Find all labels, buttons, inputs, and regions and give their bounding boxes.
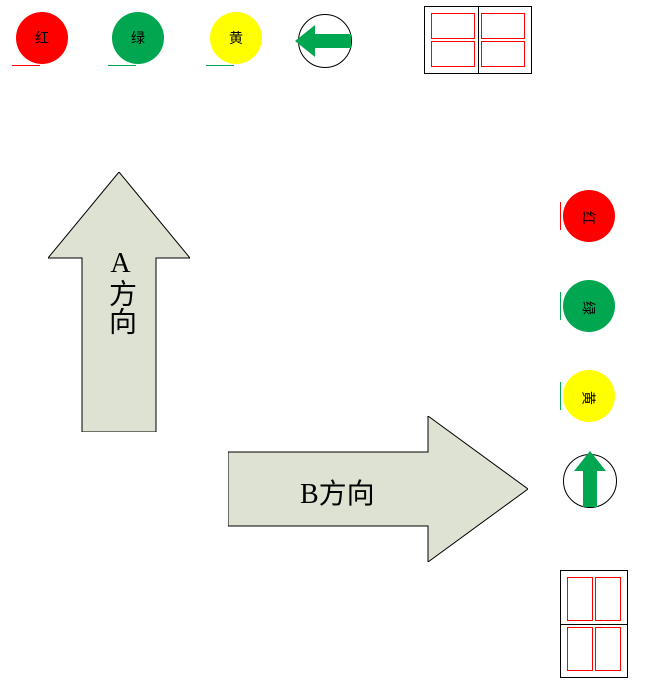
right-turn-circle — [563, 454, 617, 508]
right-light-red: 红 — [563, 190, 615, 242]
right-light-yellow-label: 黄 — [582, 386, 596, 406]
top-light-green-label: 绿 — [131, 28, 145, 48]
arrow-b — [228, 416, 528, 562]
top-turn-circle — [298, 14, 352, 68]
diagram-stage: 红 绿 黄 红 绿 黄 — [0, 0, 660, 682]
top-light-green: 绿 — [112, 12, 164, 64]
right-light-green-label: 绿 — [582, 296, 596, 316]
right-box — [560, 570, 628, 678]
up-arrow-icon — [572, 451, 608, 507]
right-light-green: 绿 — [563, 280, 615, 332]
top-light-yellow-label: 黄 — [229, 28, 243, 48]
arrow-b-label: B方向 — [300, 472, 375, 512]
top-light-red: 红 — [16, 12, 68, 64]
top-light-yellow: 黄 — [210, 12, 262, 64]
arrow-a-label: A方向 — [100, 248, 140, 335]
right-light-red-label: 红 — [582, 206, 596, 226]
right-light-yellow: 黄 — [563, 370, 615, 422]
top-light-red-label: 红 — [35, 28, 49, 48]
top-box — [424, 6, 532, 74]
left-arrow-icon — [295, 23, 351, 59]
